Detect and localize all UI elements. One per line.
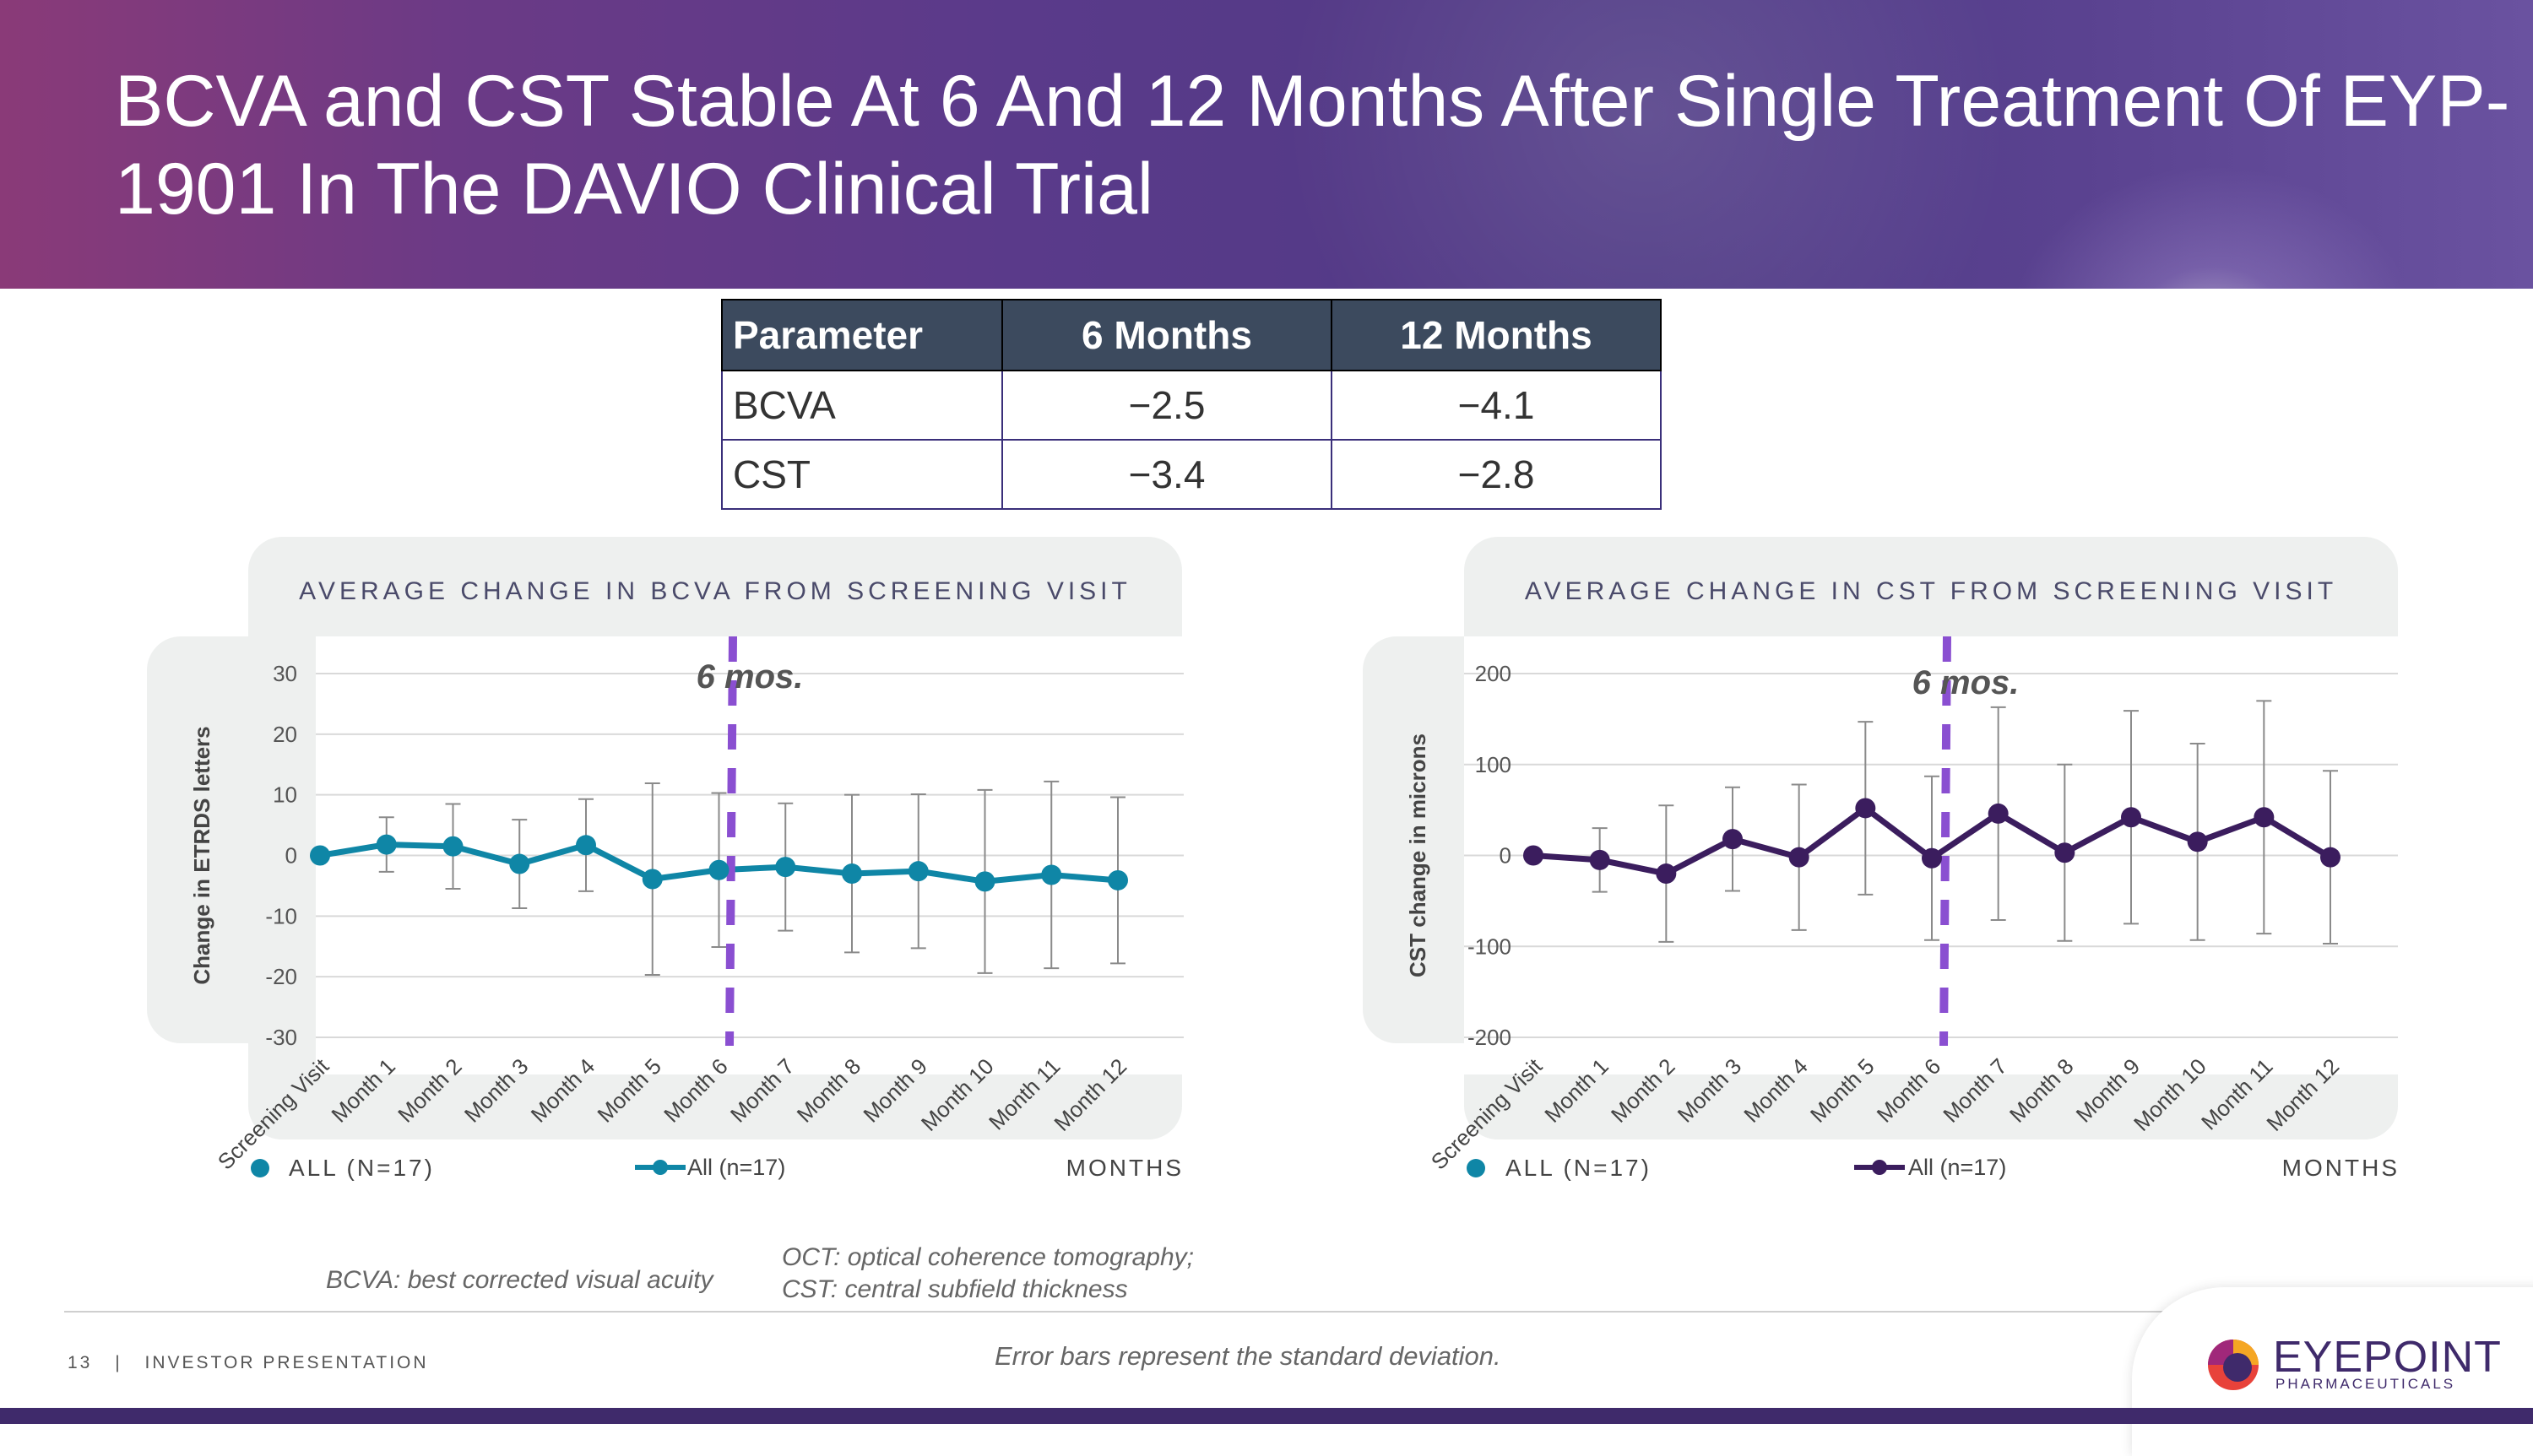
footer-separator: | — [115, 1353, 122, 1372]
data-point — [310, 845, 330, 866]
legend-series-name: All (n=17) — [687, 1155, 785, 1180]
data-point — [376, 834, 397, 855]
legend-label: ALL (N=17) — [289, 1155, 435, 1181]
table-header-cell: 6 Months — [1001, 299, 1332, 371]
table-cell: −3.4 — [1001, 439, 1332, 510]
data-point — [1855, 798, 1876, 819]
y-tick-label: -100 — [1467, 934, 1511, 959]
y-tick-label: 10 — [273, 782, 297, 808]
six-month-marker — [1939, 636, 1951, 1047]
data-point — [1722, 829, 1743, 850]
header-sparkle — [1266, 0, 2533, 289]
y-tick-label: 100 — [1475, 752, 1511, 777]
bottom-bar — [0, 1408, 2533, 1424]
data-point — [1108, 869, 1128, 890]
data-point — [1041, 864, 1062, 885]
y-tick-label: -30 — [265, 1025, 297, 1050]
y-tick-label: 30 — [273, 661, 297, 686]
table-cell: −2.8 — [1331, 439, 1662, 510]
footnote-cst: CST: central subfield thickness — [782, 1275, 1128, 1303]
y-tick-label: 20 — [273, 722, 297, 747]
data-point — [842, 863, 862, 885]
legend-label: ALL (N=17) — [1505, 1155, 1652, 1181]
table-header-cell: 12 Months — [1331, 299, 1662, 371]
chart-title: AVERAGE CHANGE IN CST FROM SCREENING VIS… — [1525, 577, 2337, 605]
data-point — [642, 869, 663, 890]
table-header-cell: Parameter — [721, 299, 1003, 371]
data-point — [708, 859, 730, 880]
data-point — [775, 857, 796, 878]
six-month-marker — [725, 636, 737, 1047]
footer-divider — [64, 1311, 2226, 1313]
y-tick-label: -200 — [1467, 1025, 1511, 1050]
table-header-row: Parameter 6 Months 12 Months — [721, 299, 1662, 371]
header-banner: BCVA and CST Stable At 6 And 12 Months A… — [0, 0, 2533, 289]
eyepoint-logo-icon — [2208, 1340, 2259, 1390]
data-point — [442, 836, 464, 857]
data-point — [2320, 847, 2340, 868]
data-point — [1922, 847, 1942, 869]
results-table: Parameter 6 Months 12 Months BCVA −2.5 −… — [721, 299, 1662, 510]
table-cell: −2.5 — [1001, 370, 1332, 441]
y-tick-label: -20 — [265, 964, 297, 989]
data-point — [2187, 831, 2208, 852]
legend-line-marker — [653, 1160, 668, 1175]
legend-dot — [1467, 1159, 1485, 1177]
legend-series-name: All (n=17) — [1908, 1155, 2006, 1180]
logo-wordmark: EYEPOINT — [2273, 1333, 2502, 1382]
data-point — [974, 871, 995, 892]
data-point — [1589, 849, 1610, 870]
data-point — [2121, 807, 2141, 828]
y-tick-label: 0 — [285, 843, 297, 869]
table-cell: −4.1 — [1331, 370, 1662, 441]
data-point — [1656, 863, 1677, 885]
table-row: BCVA −2.5 −4.1 — [721, 370, 1662, 441]
data-point — [908, 861, 929, 882]
y-axis-label: CST change in microns — [1405, 733, 1430, 977]
data-point — [2254, 807, 2275, 828]
logo-subtitle: PHARMACEUTICALS — [2275, 1376, 2456, 1392]
footer-page-label: 13 | INVESTOR PRESENTATION — [68, 1353, 429, 1373]
table-row: CST −3.4 −2.8 — [721, 439, 1662, 510]
legend-line-marker — [1872, 1160, 1887, 1175]
data-point — [509, 853, 530, 874]
y-tick-label: 0 — [1500, 843, 1511, 869]
data-point — [576, 835, 596, 856]
page-title: BCVA and CST Stable At 6 And 12 Months A… — [115, 61, 2510, 230]
y-axis-label: Change in ETRDS letters — [189, 726, 214, 984]
logo-pupil — [2223, 1353, 2252, 1382]
footnote-bcva: BCVA: best corrected visual acuity — [326, 1266, 713, 1294]
data-point — [1523, 845, 1543, 866]
x-axis-label: MONTHS — [1066, 1155, 1184, 1181]
presentation-label: INVESTOR PRESENTATION — [144, 1353, 429, 1372]
x-axis-label: MONTHS — [2282, 1155, 2400, 1181]
data-point — [1788, 847, 1809, 868]
legend-dot — [251, 1159, 269, 1177]
data-point — [2054, 842, 2075, 863]
data-point — [1988, 803, 2009, 824]
footnote-error-bars: Error bars represent the standard deviat… — [995, 1341, 1501, 1371]
y-tick-label: 200 — [1475, 661, 1511, 686]
footnote-oct: OCT: optical coherence tomography; — [782, 1243, 1195, 1271]
annotation-6mos: 6 mos. — [1912, 664, 2020, 701]
charts-canvas: AVERAGE CHANGE IN BCVA FROM SCREENING VI… — [147, 537, 2400, 1181]
y-tick-label: -10 — [265, 903, 297, 928]
table-cell: BCVA — [721, 370, 1003, 441]
page-number: 13 — [68, 1353, 93, 1372]
annotation-6mos: 6 mos. — [697, 658, 804, 696]
table-cell: CST — [721, 439, 1003, 510]
chart-title: AVERAGE CHANGE IN BCVA FROM SCREENING VI… — [299, 577, 1131, 605]
